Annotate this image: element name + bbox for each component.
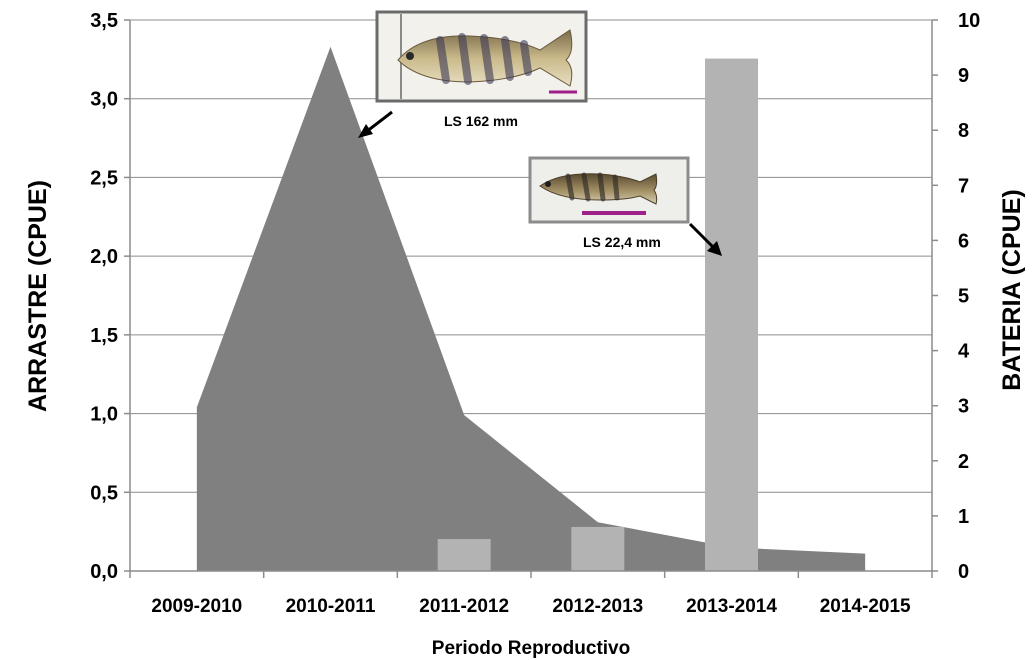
category-label: 2014-2015 xyxy=(820,596,911,617)
right-tick-label: 5 xyxy=(958,286,969,308)
arrastre-area-series xyxy=(196,46,866,571)
arrastre-area xyxy=(196,46,866,571)
right-tick-label: 4 xyxy=(958,341,970,363)
right-tick-label: 2 xyxy=(958,451,969,473)
right-tick-label: 3 xyxy=(958,396,969,418)
category-label: 2012-2013 xyxy=(552,596,643,617)
left-tick-label: 1,0 xyxy=(90,404,118,426)
category-label: 2009-2010 xyxy=(151,596,242,617)
fish-photo-juvenile xyxy=(528,156,690,224)
fish-photo-adult xyxy=(375,10,588,103)
x-axis-category-labels: 2009-2010 2010-2011 2011-2012 2012-2013 2013… xyxy=(151,596,911,617)
category-label: 2011-2012 xyxy=(419,596,509,617)
right-tick-label: 10 xyxy=(958,10,980,32)
left-tick-label: 3,5 xyxy=(90,10,118,32)
left-axis-title: ARRASTRE (CPUE) xyxy=(24,180,52,412)
annotation-ls-22-4: LS 22,4 mm xyxy=(583,234,661,250)
bateria-bar-2011-2012 xyxy=(437,539,491,571)
category-label: 2010-2011 xyxy=(286,596,376,617)
right-tick-label: 7 xyxy=(958,175,969,197)
right-tick-label: 9 xyxy=(958,65,969,87)
category-label: 2013-2014 xyxy=(686,596,777,617)
left-tick-label: 0,0 xyxy=(90,561,118,583)
right-tick-label: 6 xyxy=(958,230,969,252)
annotation-ls-162: LS 162 mm xyxy=(444,113,518,129)
right-axis-title: BATERIA (CPUE) xyxy=(998,189,1026,390)
left-axis-tick-labels: 0,0 0,5 1,0 1,5 2,0 2,5 3,0 3,5 xyxy=(90,10,118,583)
bateria-bar-2013-2014 xyxy=(705,58,758,571)
axes xyxy=(124,19,938,578)
right-tick-label: 0 xyxy=(958,561,969,583)
bateria-bar-2012-2013 xyxy=(571,526,625,571)
left-tick-label: 1,5 xyxy=(90,325,118,347)
right-axis-tick-labels: 0 1 2 3 4 5 6 7 8 9 10 xyxy=(958,10,980,583)
bateria-bar-series xyxy=(437,58,758,571)
left-tick-label: 2,5 xyxy=(90,167,118,189)
right-tick-label: 8 xyxy=(958,120,969,142)
arrow-icon xyxy=(688,222,722,256)
x-axis-title: Periodo Reproductivo xyxy=(432,638,630,659)
right-tick-label: 1 xyxy=(958,506,969,528)
left-tick-label: 3,0 xyxy=(90,89,118,111)
left-tick-label: 0,5 xyxy=(90,482,118,504)
left-tick-label: 2,0 xyxy=(90,246,118,268)
arrow-icon xyxy=(358,110,393,138)
